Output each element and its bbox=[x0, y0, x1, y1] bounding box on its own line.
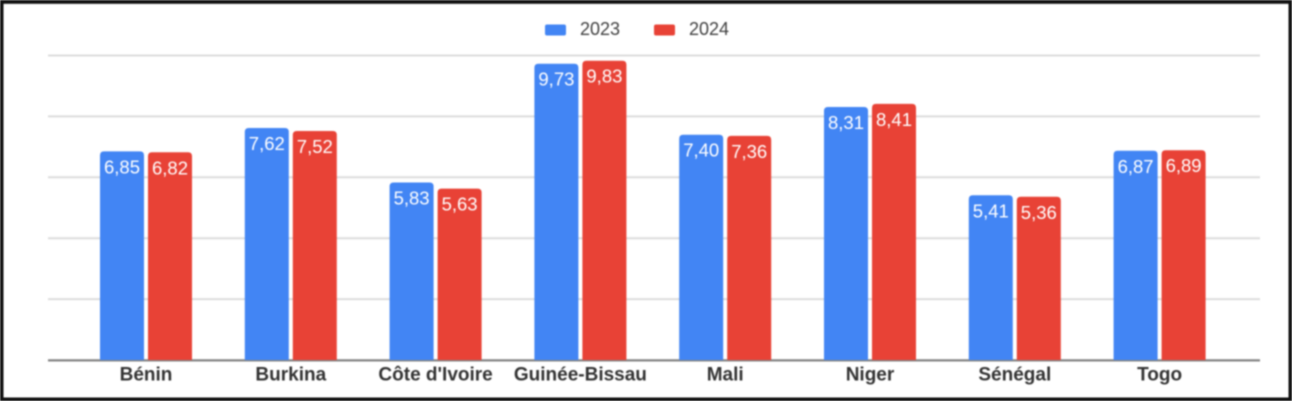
svg-text:6,82: 6,82 bbox=[152, 157, 188, 178]
svg-text:2023: 2023 bbox=[580, 19, 620, 39]
svg-text:Burkina: Burkina bbox=[255, 365, 326, 386]
svg-text:7,36: 7,36 bbox=[731, 141, 767, 162]
svg-text:Guinée-Bissau: Guinée-Bissau bbox=[514, 365, 647, 386]
svg-text:Côte d'Ivoire: Côte d'Ivoire bbox=[378, 365, 492, 386]
svg-text:5,83: 5,83 bbox=[394, 188, 430, 209]
svg-text:5,41: 5,41 bbox=[973, 200, 1009, 221]
svg-text:Sénégal: Sénégal bbox=[978, 365, 1051, 386]
svg-text:6,85: 6,85 bbox=[104, 156, 140, 177]
svg-text:Togo: Togo bbox=[1137, 365, 1182, 386]
svg-text:8,31: 8,31 bbox=[828, 112, 864, 133]
svg-text:9,83: 9,83 bbox=[586, 66, 622, 87]
svg-text:5,36: 5,36 bbox=[1021, 202, 1057, 223]
svg-text:Bénin: Bénin bbox=[120, 365, 173, 386]
svg-text:Mali: Mali bbox=[707, 365, 744, 386]
svg-text:7,62: 7,62 bbox=[249, 133, 285, 154]
svg-text:7,40: 7,40 bbox=[683, 140, 719, 161]
svg-text:6,89: 6,89 bbox=[1166, 155, 1202, 176]
svg-text:2024: 2024 bbox=[689, 19, 729, 39]
svg-text:9,73: 9,73 bbox=[538, 69, 574, 90]
svg-text:Niger: Niger bbox=[846, 365, 895, 386]
svg-text:7,52: 7,52 bbox=[297, 136, 333, 157]
svg-text:5,63: 5,63 bbox=[442, 194, 478, 215]
svg-text:8,41: 8,41 bbox=[876, 109, 912, 130]
svg-text:6,87: 6,87 bbox=[1118, 156, 1154, 177]
